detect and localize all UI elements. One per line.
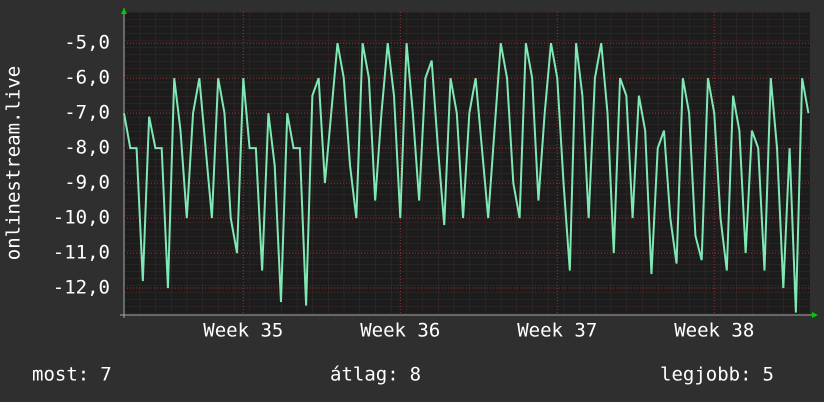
stat-value: 7 [100, 364, 111, 386]
y-tick-label: -11,0 [53, 242, 110, 264]
stat-label: legjobb: [660, 364, 752, 386]
stat-value: 8 [410, 364, 421, 386]
y-axis-label: onlinestream.live [3, 66, 25, 260]
y-tick-label: -9,0 [64, 172, 110, 194]
y-tick-label: -7,0 [64, 102, 110, 124]
data-line [123, 42, 810, 313]
stat-value: 5 [763, 364, 774, 386]
y-tick-label: -6,0 [64, 67, 110, 89]
axis-arrow [812, 312, 818, 318]
axis-arrow [121, 8, 127, 14]
x-tick-label: Week 38 [674, 320, 754, 342]
y-tick-label: -5,0 [64, 32, 110, 54]
stat-label: átlag: [330, 364, 399, 386]
y-tick-label: -12,0 [53, 277, 110, 299]
y-tick-label: -10,0 [53, 207, 110, 229]
y-tick-label: -8,0 [64, 137, 110, 159]
x-tick-label: Week 36 [360, 320, 440, 342]
stat-label: most: [32, 364, 89, 386]
x-tick-label: Week 35 [203, 320, 283, 342]
x-tick-label: Week 37 [517, 320, 597, 342]
